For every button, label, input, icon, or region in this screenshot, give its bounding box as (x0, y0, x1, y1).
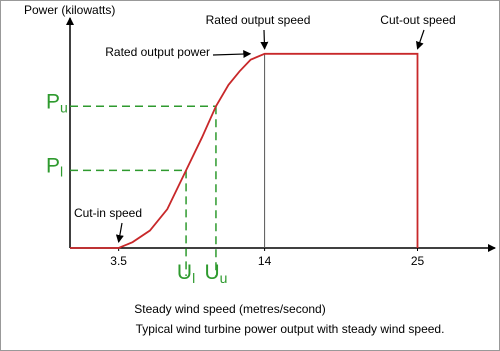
annotation: Cut-out speed (380, 13, 455, 27)
symbol-subscript: u (60, 99, 68, 115)
chart-title: Typical wind turbine power output with s… (136, 322, 445, 336)
symbol: U (204, 261, 219, 284)
symbol-label: Pu (46, 90, 68, 115)
x-tick-label: 14 (258, 254, 272, 268)
x-axis-label: Steady wind speed (metres/second) (134, 302, 325, 316)
annotation: Rated output power (105, 45, 210, 59)
symbol-label: Ul (177, 261, 195, 286)
symbol: P (46, 90, 60, 113)
symbol-subscript: l (60, 163, 63, 179)
symbol-label: Uu (204, 261, 227, 286)
x-tick-label: 25 (411, 254, 425, 268)
annotation-arrow (115, 222, 124, 243)
symbol: U (177, 261, 192, 284)
annotation: Rated output speed (206, 13, 311, 27)
annotation-arrow (416, 29, 425, 50)
annotation: Cut-in speed (74, 206, 142, 220)
annotation-arrow (260, 29, 269, 50)
symbol: P (46, 154, 60, 177)
y-axis-label: Power (kilowatts) (24, 3, 115, 17)
power-curve (70, 52, 419, 249)
symbol-subscript: l (192, 270, 195, 286)
annotation-arrow (212, 50, 252, 59)
symbol-subscript: u (220, 270, 228, 286)
x-tick-label: 3.5 (110, 254, 127, 268)
symbol-label: Pl (46, 154, 63, 179)
